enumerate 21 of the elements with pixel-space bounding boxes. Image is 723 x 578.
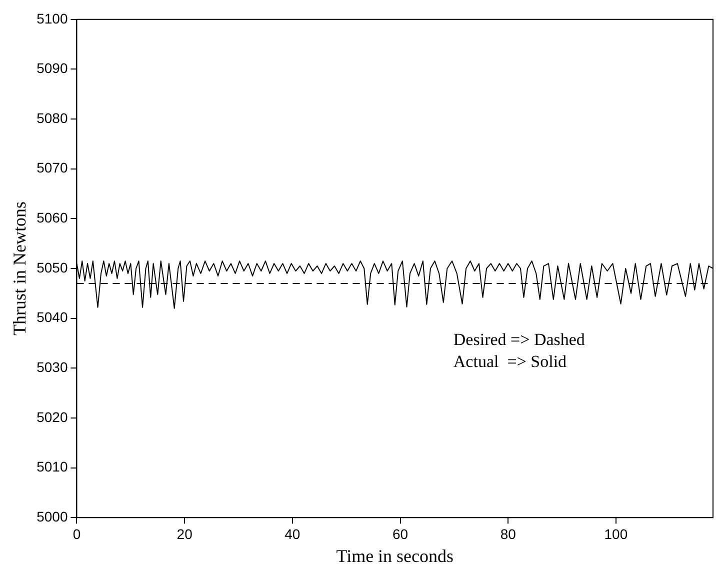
x-tick-label: 0 [72, 526, 81, 542]
annotation: Desired => Dashed [453, 330, 586, 350]
y-tick-label: 5030 [36, 359, 68, 375]
y-tick-label: 5090 [36, 60, 68, 76]
x-tick-label: 60 [392, 526, 408, 542]
y-tick-label: 5050 [36, 259, 68, 276]
y-tick-label: 5010 [36, 458, 68, 475]
y-tick-label: 5070 [36, 160, 68, 176]
y-tick-label: 5040 [36, 309, 68, 326]
annotation: Actual => Solid [453, 352, 568, 372]
y-tick-label: 5100 [36, 10, 68, 26]
y-tick-label: 5060 [36, 210, 68, 226]
x-tick-label: 80 [500, 526, 516, 542]
x-tick-label: 100 [604, 526, 628, 542]
y-tick-label: 5080 [36, 110, 68, 126]
y-axis-title: Thrust in Newtons [10, 202, 30, 336]
x-tick-label: 40 [284, 526, 300, 542]
x-axis-title: Time in seconds [336, 546, 454, 566]
x-tick-label: 20 [176, 526, 193, 542]
y-tick-label: 5000 [36, 508, 68, 524]
y-tick-label: 5020 [36, 408, 68, 425]
